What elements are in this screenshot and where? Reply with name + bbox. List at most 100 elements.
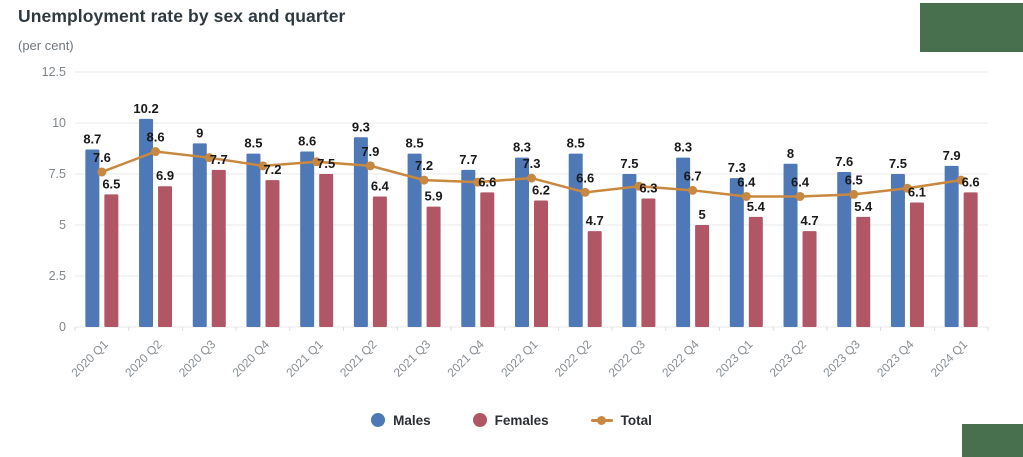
bar-females[interactable] (211, 169, 226, 327)
males-swatch-icon (371, 413, 386, 427)
bar-males[interactable] (139, 118, 154, 327)
value-label-males: 8.5 (244, 136, 262, 151)
bar-females[interactable] (587, 231, 602, 327)
bar-males[interactable] (568, 153, 583, 327)
x-tick-label-2021-q3: 2021 Q3 (391, 337, 434, 380)
legend-item-males[interactable]: Males (371, 413, 431, 428)
value-label-males: 8.7 (83, 132, 101, 147)
value-label-total: 6.7 (684, 168, 702, 183)
value-label-females: 5.9 (425, 189, 443, 204)
value-label-males: 8.3 (513, 140, 531, 155)
total-point[interactable] (688, 185, 698, 195)
bar-females[interactable] (748, 216, 763, 327)
bar-females[interactable] (856, 216, 871, 327)
value-label-total: 6.4 (791, 174, 810, 189)
x-tick-label-2021-q4: 2021 Q4 (444, 337, 487, 380)
total-point[interactable] (258, 161, 268, 171)
bar-females[interactable] (695, 225, 710, 327)
value-label-total: 7.6 (93, 150, 111, 165)
value-label-females: 6.4 (371, 178, 390, 193)
x-tick-label-2020-q4: 2020 Q4 (230, 337, 273, 380)
total-point[interactable] (473, 177, 483, 187)
x-tick-label-2023-q4: 2023 Q4 (874, 337, 917, 380)
bar-males[interactable] (837, 171, 852, 327)
legend-item-females[interactable]: Females (472, 413, 549, 428)
value-label-females: 6.6 (478, 174, 496, 189)
x-tick-label-2022-q3: 2022 Q3 (606, 337, 649, 380)
bar-females[interactable] (534, 200, 548, 327)
total-point[interactable] (902, 183, 912, 193)
x-tick-label-2023-q3: 2023 Q3 (820, 337, 863, 380)
legend-label-males: Males (393, 412, 431, 428)
total-point[interactable] (580, 187, 590, 197)
legend-item-total[interactable]: Total (590, 413, 652, 428)
value-label-males: 7.5 (889, 156, 907, 171)
value-label-males: 8.3 (674, 140, 692, 155)
x-tick-label-2022-q2: 2022 Q2 (552, 337, 595, 380)
chart-svg: 0 2.5 5 7.5 10 12.5 8.7 6.5 7.6 10.2 6.9 8.6 9 7.7 8.5… (42, 65, 989, 380)
value-label-males: 9.3 (352, 119, 370, 134)
value-label-females: 7.5 (317, 156, 335, 171)
bar-males[interactable] (246, 153, 261, 327)
bar-males[interactable] (353, 137, 368, 327)
bar-males[interactable] (85, 149, 100, 327)
value-label-total: 8.6 (147, 130, 165, 145)
total-point[interactable] (527, 173, 536, 183)
x-tick-label-2023-q1: 2023 Q1 (713, 337, 756, 380)
value-label-total: 6.6 (576, 170, 594, 185)
bar-females[interactable] (265, 180, 280, 327)
total-point[interactable] (419, 175, 429, 185)
bar-males[interactable] (407, 153, 422, 327)
value-label-females: 6.1 (908, 185, 926, 200)
bar-males[interactable] (192, 143, 207, 327)
value-label-males: 10.2 (133, 101, 158, 116)
bar-males[interactable] (729, 178, 744, 327)
bar-females[interactable] (480, 192, 495, 327)
bar-males[interactable] (622, 174, 637, 327)
bar-males[interactable] (515, 157, 529, 327)
value-label-females: 6.6 (962, 174, 980, 189)
bar-males[interactable] (783, 163, 798, 327)
bar-males[interactable] (944, 165, 959, 327)
value-label-males: 7.6 (835, 154, 853, 169)
x-tick-label-2023-q2: 2023 Q2 (767, 337, 810, 380)
bar-females[interactable] (372, 196, 387, 327)
total-point[interactable] (795, 191, 805, 201)
bar-females[interactable] (426, 206, 441, 327)
total-point[interactable] (741, 191, 751, 201)
total-point[interactable] (634, 181, 644, 191)
bar-males[interactable] (300, 151, 315, 327)
total-point[interactable] (204, 153, 214, 163)
value-label-females: 6.5 (102, 176, 120, 191)
page-title: Unemployment rate by sex and quarter (18, 6, 346, 26)
total-point[interactable] (849, 189, 859, 199)
bar-females[interactable] (158, 186, 173, 327)
bar-females[interactable] (802, 231, 817, 327)
bar-females[interactable] (641, 198, 656, 327)
value-label-total: 7.3 (522, 156, 540, 171)
x-tick-label-2022-q1: 2022 Q1 (498, 337, 541, 380)
bar-males[interactable] (676, 157, 691, 327)
total-swatch-icon (590, 415, 613, 425)
total-point[interactable] (956, 175, 966, 185)
y-tick-label: 5 (59, 218, 66, 232)
value-label-total: 6.5 (845, 172, 863, 187)
y-tick-label: 2.5 (49, 269, 66, 283)
value-label-total: 6.4 (737, 174, 756, 189)
total-point[interactable] (365, 161, 375, 171)
x-tick-label-2024-q1: 2024 Q1 (928, 337, 971, 380)
value-label-females: 4.7 (586, 213, 604, 228)
total-point[interactable] (151, 147, 161, 157)
total-point[interactable] (97, 167, 107, 177)
bar-females[interactable] (909, 202, 924, 327)
total-point[interactable] (312, 157, 322, 167)
bar-females[interactable] (963, 192, 978, 327)
bar-females[interactable] (104, 194, 119, 327)
value-label-females: 7.7 (210, 152, 228, 167)
value-label-males: 8.5 (567, 136, 585, 151)
bar-males[interactable] (890, 174, 905, 327)
bar-males[interactable] (461, 169, 476, 327)
value-label-males: 7.7 (459, 152, 477, 167)
bar-females[interactable] (319, 174, 334, 327)
